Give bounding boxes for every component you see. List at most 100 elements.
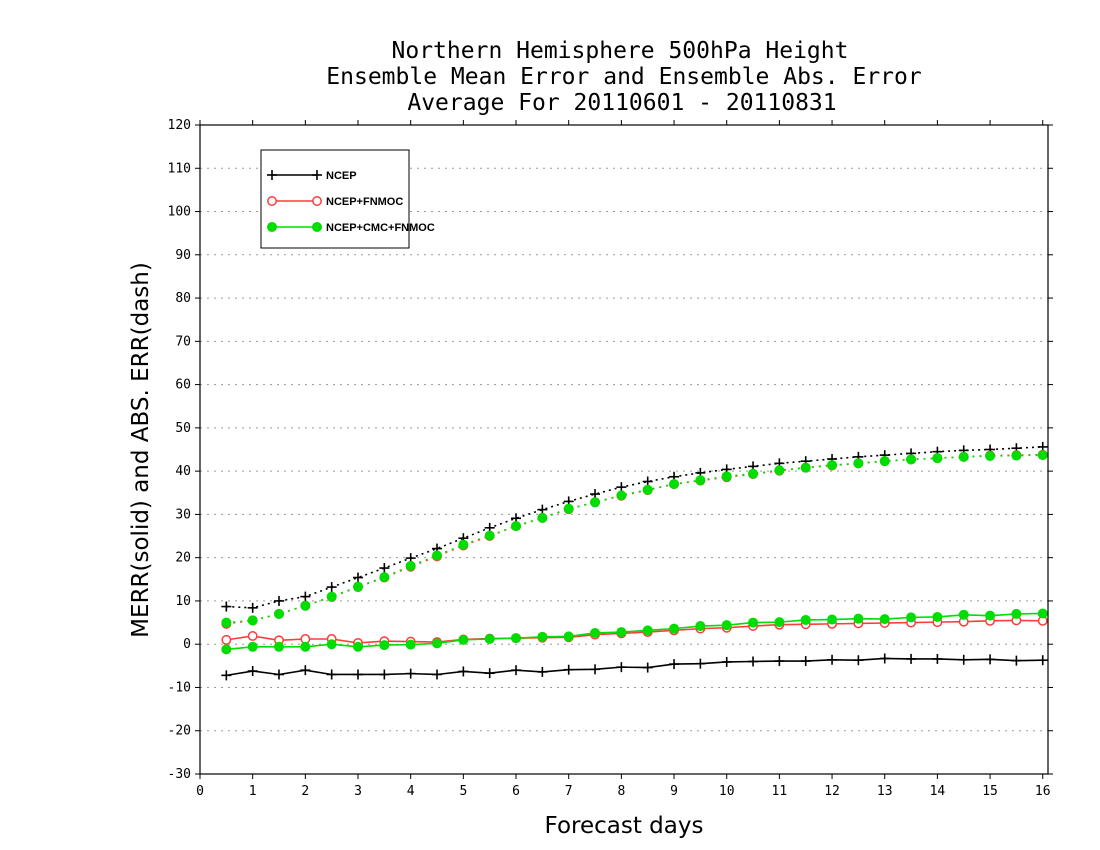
ncep-abs-err-point	[221, 601, 232, 612]
x-tick-label: 4	[407, 784, 415, 799]
y-tick-label: -10	[168, 680, 191, 695]
ncep-cmc-fnmoc-merr-point	[484, 634, 495, 645]
ncep-merr-point	[484, 668, 495, 679]
ncep-cmc-fnmoc-abs-err-point	[511, 521, 522, 532]
ncep-cmc-fnmoc-abs-err-line	[226, 454, 1043, 624]
series-layer	[221, 441, 1048, 681]
ncep-cmc-fnmoc-merr-point	[616, 627, 627, 638]
y-tick-label: 10	[175, 594, 191, 609]
ncep-merr-point	[906, 653, 917, 664]
ncep-cmc-fnmoc-abs-err-point	[458, 539, 469, 550]
ncep-merr-point	[1011, 655, 1022, 666]
ncep-cmc-fnmoc-merr-point	[379, 640, 390, 651]
ncep-cmc-fnmoc-abs-err-point	[432, 550, 443, 561]
ncep-cmc-fnmoc-abs-err-point	[906, 454, 917, 465]
ncep-abs-err-point	[247, 602, 258, 613]
ncep-merr-point	[642, 662, 653, 673]
ncep-merr-point	[353, 669, 364, 680]
ncep-cmc-fnmoc-abs-err-point	[695, 475, 706, 486]
ncep-cmc-fnmoc-abs-err-point	[405, 560, 416, 571]
x-tick-label: 5	[459, 784, 467, 799]
plot-area	[199, 124, 1049, 775]
ncep-cmc-fnmoc-merr-point	[695, 621, 706, 632]
ncep-cmc-fnmoc-merr-point	[563, 631, 574, 642]
ncep-merr-point	[590, 664, 601, 675]
y-tick-label: 120	[168, 118, 191, 133]
ncep-cmc-fnmoc-merr-point	[932, 611, 943, 622]
x-tick-label: 13	[877, 784, 893, 799]
ncep-merr-point	[274, 669, 285, 680]
ncep-cmc-fnmoc-merr-point	[827, 614, 838, 625]
series-ncep-cmc-fnmoc	[221, 450, 1048, 655]
ncep-cmc-fnmoc-merr-point	[300, 641, 311, 652]
y-axis: -30 -20 -10 0 10 20 30 40 50 60 70 80 90 100 110 120	[168, 118, 1053, 782]
legend: NCEP NCEP+FNMOC NCEP+CMC+FNMOC	[260, 149, 435, 249]
ncep-merr-point	[563, 664, 574, 675]
ncep-merr-point	[300, 665, 311, 676]
ncep-merr-point	[1037, 655, 1048, 666]
y-tick-label: 110	[168, 161, 191, 176]
ncep-cmc-fnmoc-merr-point	[274, 641, 285, 652]
ncep-cmc-fnmoc-abs-err-point	[958, 451, 969, 462]
y-tick-label: -30	[168, 767, 191, 782]
chart-title: Northern Hemisphere 500hPa Height Ensemb…	[326, 38, 921, 116]
title-line-3: Average For 20110601 - 20110831	[407, 90, 836, 116]
y-tick-label: 20	[175, 551, 191, 566]
ncep-cmc-fnmoc-merr-point	[221, 644, 232, 655]
y-tick-label: 90	[175, 248, 191, 263]
y-tick-label: 100	[168, 205, 191, 220]
ncep-abs-err-point	[353, 572, 364, 583]
ncep-abs-err-point	[326, 582, 337, 593]
ncep-cmc-fnmoc-merr-point	[985, 610, 996, 621]
ncep-cmc-fnmoc-abs-err-point	[563, 503, 574, 514]
ncep-cmc-fnmoc-abs-err-point	[353, 581, 364, 592]
x-tick-label: 2	[301, 784, 309, 799]
ncep-cmc-fnmoc-abs-err-point	[484, 530, 495, 541]
ncep-cmc-fnmoc-merr-point	[458, 634, 469, 645]
legend-item: NCEP+CMC+FNMOC	[267, 222, 435, 234]
y-tick-label: 40	[175, 464, 191, 479]
ncep-cmc-fnmoc-abs-err-point	[827, 460, 838, 471]
x-tick-label: 15	[982, 784, 998, 799]
ncep-cmc-fnmoc-abs-err-point	[642, 484, 653, 495]
x-axis: 0 1 2 3 4 5 6 7 8 9 10 11 12 13 14 15 16	[196, 120, 1051, 799]
title-line-1: Northern Hemisphere 500hPa Height	[392, 38, 849, 64]
ncep-cmc-fnmoc-merr-point	[774, 617, 785, 628]
y-tick-label: 0	[183, 637, 191, 652]
ncep-cmc-fnmoc-merr-point	[511, 633, 522, 644]
series-ncep	[221, 441, 1048, 681]
y-tick-label: -20	[168, 724, 191, 739]
ncep-abs-err-point	[379, 563, 390, 574]
ncep-cmc-fnmoc-abs-err-point	[1037, 450, 1048, 461]
ncep-cmc-fnmoc-merr-point	[642, 625, 653, 636]
ncep-merr-point	[669, 659, 680, 670]
x-tick-label: 16	[1035, 784, 1051, 799]
x-tick-label: 12	[824, 784, 840, 799]
legend-box	[260, 149, 410, 249]
ncep-fnmoc-merr-point	[221, 634, 232, 645]
x-tick-label: 9	[670, 784, 678, 799]
y-tick-label: 70	[175, 334, 191, 349]
ncep-merr-point	[827, 654, 838, 665]
y-tick-label: 60	[175, 378, 191, 393]
ncep-cmc-fnmoc-merr-point	[537, 631, 548, 642]
legend-label: NCEP+FNMOC	[326, 196, 403, 208]
ncep-cmc-fnmoc-abs-err-point	[748, 468, 759, 479]
ncep-cmc-fnmoc-merr-point	[879, 614, 890, 625]
ncep-merr-point	[748, 656, 759, 667]
ncep-cmc-fnmoc-merr-point	[1011, 608, 1022, 619]
legend-item: NCEP	[267, 170, 357, 182]
ncep-merr-point	[379, 669, 390, 680]
ncep-cmc-fnmoc-abs-err-point	[616, 490, 627, 501]
ncep-merr-point	[511, 665, 522, 676]
legend-marker-start	[267, 222, 277, 232]
ncep-merr-point	[405, 668, 416, 679]
ncep-merr-line	[226, 657, 1043, 677]
x-tick-label: 10	[719, 784, 735, 799]
ncep-cmc-fnmoc-abs-err-point	[721, 471, 732, 482]
x-tick-label: 1	[249, 784, 257, 799]
ncep-merr-point	[695, 658, 706, 669]
x-tick-label: 14	[930, 784, 946, 799]
title-line-2: Ensemble Mean Error and Ensemble Abs. Er…	[326, 64, 921, 90]
